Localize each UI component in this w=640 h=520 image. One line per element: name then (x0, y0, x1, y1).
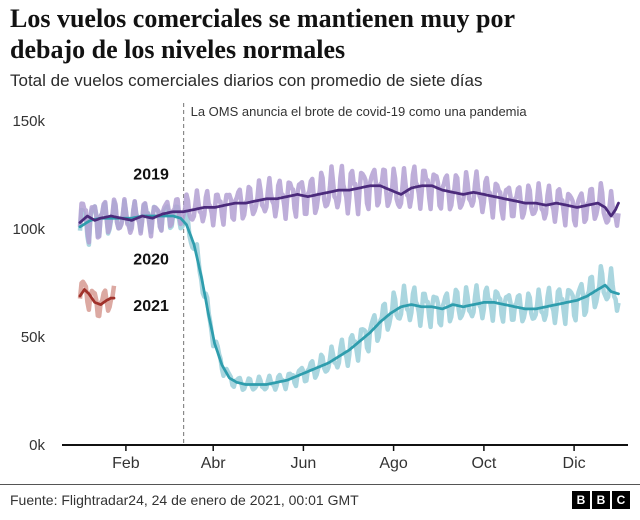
bbc-logo-block: C (612, 491, 630, 509)
avg-line-2019 (78, 184, 620, 224)
chart-subtitle: Total de vuelos comerciales diarios con … (10, 71, 483, 91)
flights-chart: La OMS anuncia el brote de covid-19 como… (12, 103, 628, 472)
x-axis-label: Dic (563, 455, 586, 472)
series-label-2021: 2021 (133, 298, 169, 315)
series-label-2019: 2019 (133, 166, 169, 183)
x-axis-label: Ago (379, 455, 408, 472)
avg-line-2021 (78, 288, 116, 306)
source-text: Fuente: Flightradar24, 24 de enero de 20… (10, 492, 359, 508)
bbc-logo-block: B (572, 491, 590, 509)
chart-header: Los vuelos comerciales se mantienen muy … (10, 4, 632, 91)
x-axis-label: Abr (201, 455, 227, 472)
series-label-2020: 2020 (133, 252, 169, 269)
x-axis-label: Oct (471, 455, 496, 472)
y-axis-label: 150k (12, 113, 45, 130)
daily-band-2019 (77, 163, 621, 245)
bbc-logo-block: B (592, 491, 610, 509)
page-title: Los vuelos comerciales se mantienen muy … (10, 4, 515, 64)
source-footer: Fuente: Flightradar24, 24 de enero de 20… (0, 484, 640, 508)
x-axis-label: Jun (291, 455, 317, 472)
y-axis-label: 100k (12, 221, 45, 238)
daily-band-2021 (77, 279, 117, 319)
pandemic-annotation: La OMS anuncia el brote de covid-19 como… (191, 104, 528, 119)
bbc-logo: B B C (572, 491, 630, 509)
avg-line-2020 (78, 214, 620, 386)
y-axis-label: 50k (21, 329, 46, 346)
y-axis-label: 0k (29, 437, 45, 454)
x-axis-label: Feb (112, 455, 140, 472)
